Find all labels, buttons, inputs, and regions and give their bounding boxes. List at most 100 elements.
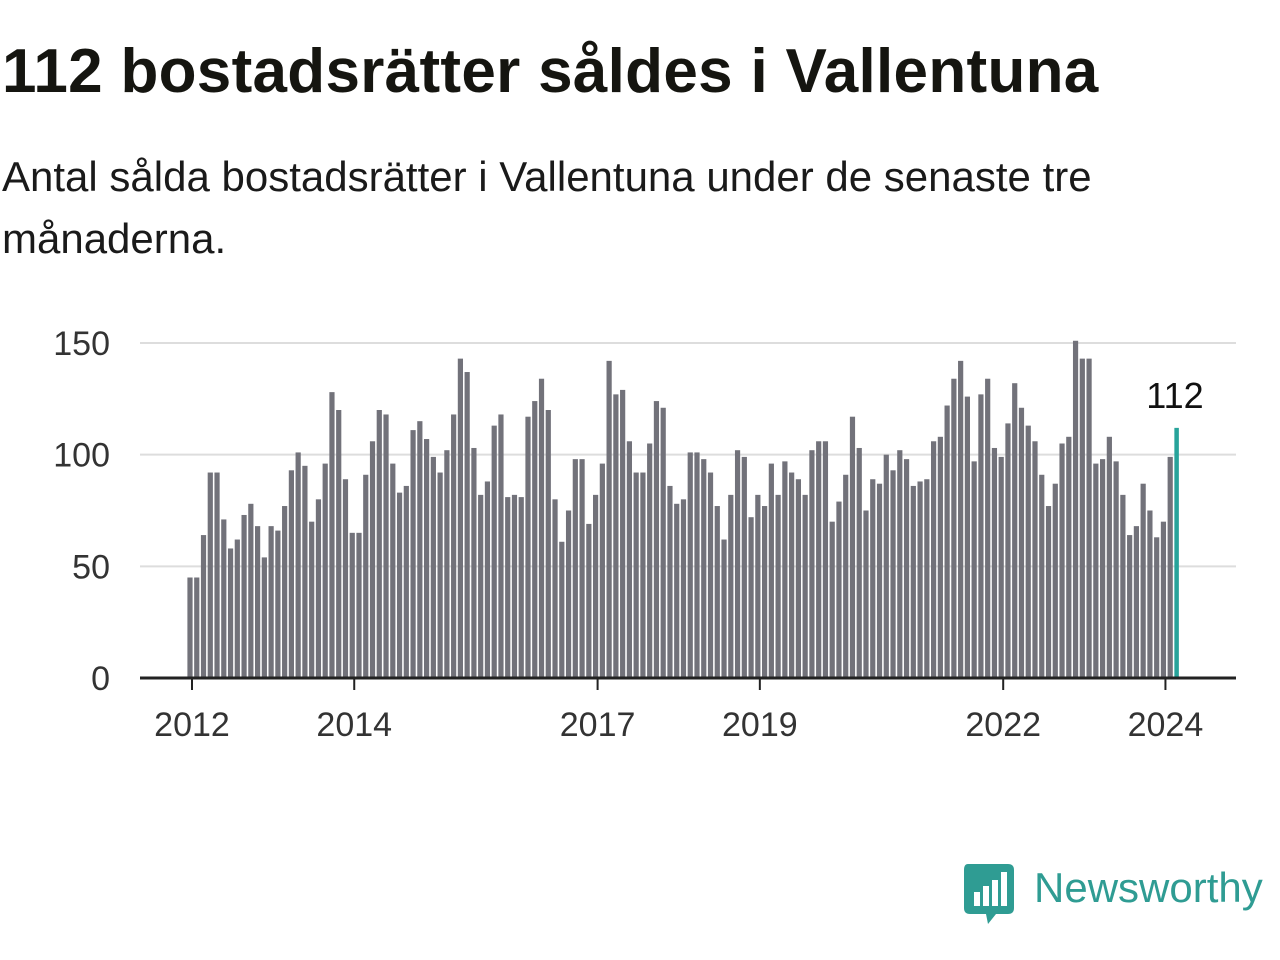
bar bbox=[538, 378, 545, 678]
bar bbox=[255, 526, 261, 678]
bar bbox=[849, 416, 856, 678]
bar bbox=[525, 416, 531, 678]
bar bbox=[309, 521, 315, 678]
bar bbox=[586, 523, 592, 678]
bar bbox=[971, 461, 977, 678]
bar bbox=[985, 378, 991, 678]
bar bbox=[917, 481, 923, 678]
x-tick-label: 2014 bbox=[316, 706, 392, 744]
bar bbox=[931, 441, 937, 678]
bar bbox=[809, 450, 815, 678]
bar bbox=[369, 441, 376, 678]
bar bbox=[545, 410, 551, 678]
bar bbox=[1052, 483, 1058, 678]
bar bbox=[768, 463, 774, 678]
bar bbox=[782, 461, 788, 678]
bar bbox=[1039, 474, 1045, 678]
bar bbox=[1127, 535, 1133, 678]
bar bbox=[464, 372, 470, 678]
bar bbox=[396, 492, 403, 678]
bar bbox=[349, 532, 355, 678]
bar bbox=[822, 441, 829, 678]
bar bbox=[1133, 526, 1139, 678]
bar bbox=[498, 414, 504, 678]
bar bbox=[1093, 463, 1099, 678]
bar bbox=[937, 436, 943, 678]
bar bbox=[1167, 456, 1173, 678]
bar bbox=[248, 503, 254, 678]
bar bbox=[951, 378, 957, 678]
bar bbox=[559, 541, 565, 678]
newsworthy-logo-icon bbox=[964, 864, 1014, 924]
bar bbox=[620, 389, 626, 678]
bar bbox=[1160, 521, 1167, 678]
x-tick-label: 2024 bbox=[1128, 706, 1204, 744]
bar bbox=[816, 441, 822, 678]
bar bbox=[410, 430, 416, 678]
bar bbox=[660, 407, 666, 678]
y-tick-label: 50 bbox=[72, 548, 110, 586]
bar bbox=[194, 577, 200, 678]
chart-title: 112 bostadsrätter såldes i Vallentuna bbox=[2, 37, 1099, 106]
bar bbox=[424, 439, 430, 678]
bar bbox=[721, 539, 727, 678]
bar bbox=[518, 497, 524, 678]
bar bbox=[511, 494, 518, 678]
x-tick-label: 2019 bbox=[722, 706, 798, 744]
bar bbox=[1154, 537, 1160, 678]
bar bbox=[856, 447, 862, 678]
bar bbox=[1066, 436, 1072, 678]
bar bbox=[329, 392, 335, 678]
bar bbox=[241, 514, 247, 678]
bar bbox=[1106, 436, 1112, 678]
bar bbox=[1032, 441, 1038, 678]
bar bbox=[282, 506, 288, 678]
bar bbox=[315, 499, 322, 678]
bar bbox=[268, 526, 274, 678]
bar bbox=[897, 450, 903, 678]
bar bbox=[214, 472, 220, 678]
bar bbox=[417, 421, 423, 678]
y-tick-label: 150 bbox=[53, 325, 110, 363]
bar bbox=[762, 506, 768, 678]
x-tick-label: 2022 bbox=[965, 706, 1041, 744]
bar bbox=[836, 501, 842, 678]
bar bbox=[734, 450, 741, 678]
bar bbox=[701, 459, 707, 678]
bar bbox=[775, 494, 781, 678]
bar bbox=[234, 539, 240, 678]
bar bbox=[829, 521, 835, 678]
y-axis-ticks: 0 50 100 150 bbox=[53, 325, 110, 698]
bar bbox=[1086, 358, 1092, 678]
bar bbox=[863, 510, 869, 678]
bar bbox=[457, 358, 463, 678]
bar bbox=[694, 452, 700, 678]
bar bbox=[876, 483, 883, 678]
bar bbox=[890, 470, 896, 678]
bar bbox=[572, 459, 578, 678]
bar bbox=[187, 577, 193, 678]
bar bbox=[755, 494, 761, 678]
brand-name: Newsworthy bbox=[1034, 864, 1263, 911]
bar bbox=[478, 494, 484, 678]
bar bbox=[484, 481, 491, 678]
bar bbox=[843, 474, 849, 678]
bar bbox=[687, 452, 693, 678]
bar bbox=[342, 479, 349, 678]
bar bbox=[430, 456, 436, 678]
bar bbox=[944, 405, 950, 678]
bar bbox=[207, 472, 213, 678]
bar bbox=[802, 494, 808, 678]
bar bbox=[903, 459, 910, 678]
bar bbox=[870, 479, 876, 678]
bar bbox=[471, 447, 477, 678]
bar bbox=[302, 465, 308, 678]
bar bbox=[1147, 510, 1153, 678]
bar bbox=[356, 532, 362, 678]
bar bbox=[552, 499, 558, 678]
bar bbox=[789, 472, 795, 678]
bar bbox=[444, 450, 450, 678]
bar bbox=[403, 485, 409, 678]
bar bbox=[998, 456, 1004, 678]
bar bbox=[491, 425, 497, 678]
